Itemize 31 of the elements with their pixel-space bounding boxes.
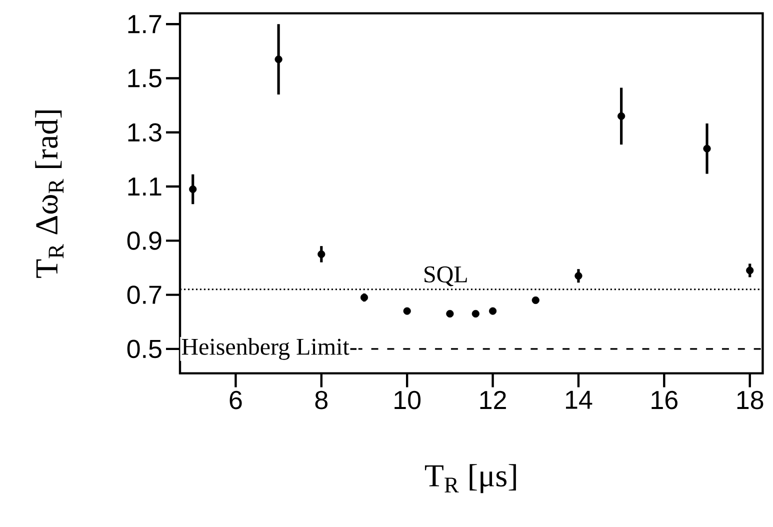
x-tick-label: 10 xyxy=(394,390,421,410)
y-axis-title: T$_{R}$ Δω$_{R}$ [rad] xyxy=(35,110,64,278)
y-tick-label: 1.7 xyxy=(128,15,162,34)
point xyxy=(618,112,626,120)
point xyxy=(574,272,582,280)
point xyxy=(274,56,282,64)
x-tick-label: 14 xyxy=(566,390,592,409)
point xyxy=(488,307,497,315)
x-axis-title: T$_{R}$ [μs] xyxy=(424,464,516,494)
y-tick-label: 1.5 xyxy=(128,69,162,88)
y-tick-label: 0.9 xyxy=(127,231,162,250)
y-tick-label: 1.1 xyxy=(128,178,162,196)
x-tick-label: 16 xyxy=(652,390,678,410)
x-tick-label: 6 xyxy=(230,390,242,410)
y-tick-label: 1.3 xyxy=(128,123,162,142)
ref-line-label: Heisenberg Limit- xyxy=(182,338,357,360)
x-tick-label: 18 xyxy=(737,390,764,410)
point xyxy=(472,310,480,318)
point xyxy=(189,185,197,194)
y-tick-label: 0.7 xyxy=(127,286,162,304)
point xyxy=(403,307,411,315)
point xyxy=(446,310,454,318)
x-tick-label: 12 xyxy=(480,390,506,409)
point xyxy=(360,294,368,302)
ref-line-label: SQL xyxy=(424,266,467,286)
point xyxy=(318,250,326,258)
x-tick-label: 8 xyxy=(315,390,328,410)
point xyxy=(532,296,540,304)
point xyxy=(703,144,711,152)
y-tick-label: 0.5 xyxy=(127,340,162,358)
point xyxy=(746,266,754,274)
